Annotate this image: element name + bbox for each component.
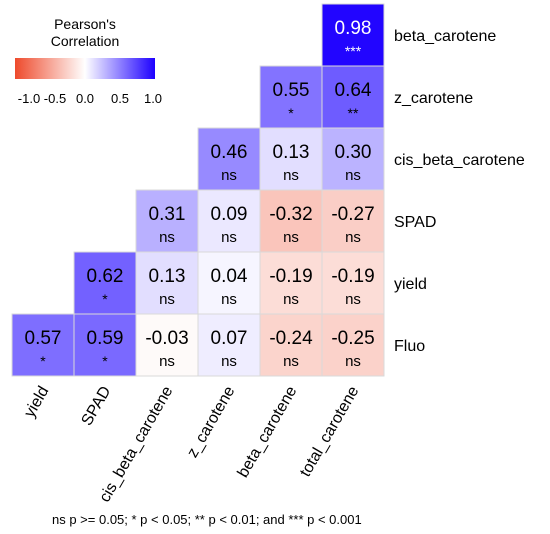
heatmap-cell <box>321 127 385 191</box>
cell-significance-label: ** <box>348 105 359 121</box>
cell-value-label: -0.24 <box>269 328 313 349</box>
cell-significance-label: ns <box>345 167 361 184</box>
cell-significance-label: ns <box>345 353 361 370</box>
cell-significance-label: * <box>288 105 294 121</box>
cell-significance-label: ns <box>283 229 299 246</box>
cell-significance-label: ns <box>159 291 175 308</box>
cell-value-label: 0.98 <box>335 18 372 39</box>
cell-significance-label: ns <box>159 229 175 246</box>
legend-tick-label: -0.5 <box>43 91 67 106</box>
cell-value-label: 0.04 <box>211 266 248 287</box>
cell-significance-label: * <box>102 291 108 307</box>
cell-value-label: 0.55 <box>273 80 310 101</box>
cell-value-label: 0.13 <box>149 266 186 287</box>
cell-value-label: 0.46 <box>211 142 248 163</box>
heatmap-cell <box>197 189 261 253</box>
cell-significance-label: ns <box>283 353 299 370</box>
cell-value-label: -0.25 <box>331 328 374 349</box>
heatmap-cell <box>11 313 75 377</box>
significance-footnote: ns p >= 0.05; * p < 0.05; ** p < 0.01; a… <box>52 512 362 527</box>
legend-title: Pearson's Correlation <box>50 16 120 49</box>
column-tick-label: yield <box>21 384 52 421</box>
heatmap-cell <box>135 189 199 253</box>
legend-tick-label: -1.0 <box>17 91 41 106</box>
cell-value-label: 0.13 <box>273 142 310 163</box>
row-tick-label: cis_beta_carotene <box>394 152 525 169</box>
heatmap-cell <box>135 313 199 377</box>
cell-value-label: 0.62 <box>87 266 124 287</box>
column-tick-label: SPAD <box>79 384 115 429</box>
cell-value-label: -0.27 <box>331 204 374 225</box>
heatmap-cell <box>321 189 385 253</box>
cell-value-label: 0.57 <box>25 328 62 349</box>
cell-value-label: 0.30 <box>335 142 372 163</box>
heatmap-cell <box>259 189 323 253</box>
cell-value-label: 0.09 <box>211 204 248 225</box>
row-tick-label: z_carotene <box>394 90 473 107</box>
cell-value-label: 0.31 <box>149 204 186 225</box>
cell-significance-label: ns <box>221 291 237 308</box>
column-tick-label: beta_carotene <box>235 383 301 480</box>
cell-value-label: -0.32 <box>269 204 312 225</box>
heatmap-cell <box>197 251 261 315</box>
cell-significance-label: ns <box>221 229 237 246</box>
cell-significance-label: * <box>102 353 108 369</box>
heatmap-cell <box>321 251 385 315</box>
heatmap-cell <box>73 313 137 377</box>
cell-value-label: 0.07 <box>211 328 248 349</box>
heatmap-cell <box>259 127 323 191</box>
row-tick-label: Fluo <box>394 338 425 355</box>
heatmap-cell <box>135 251 199 315</box>
cell-value-label: -0.19 <box>331 266 374 287</box>
legend-tick-label: 0.0 <box>75 91 95 106</box>
cell-value-label: -0.03 <box>145 328 188 349</box>
row-tick-label: yield <box>394 276 427 293</box>
cell-significance-label: ns <box>345 229 361 246</box>
cell-value-label: -0.19 <box>269 266 312 287</box>
legend-ticks: -1.0 -0.5 0.0 0.5 1.0 <box>0 91 200 107</box>
legend-tick-label: 1.0 <box>143 91 163 106</box>
cell-significance-label: ns <box>221 353 237 370</box>
cell-value-label: 0.59 <box>87 328 124 349</box>
legend-color-bar <box>15 58 155 79</box>
row-tick-label: SPAD <box>394 214 436 231</box>
cell-value-label: 0.64 <box>335 80 372 101</box>
cell-significance-label: ns <box>159 353 175 370</box>
cell-significance-label: ns <box>283 291 299 308</box>
column-tick-label: z_carotene <box>184 383 238 460</box>
cell-significance-label: ns <box>221 167 237 184</box>
column-tick-label: total_carotene <box>297 383 362 479</box>
heatmap-cell <box>259 313 323 377</box>
cell-significance-label: ns <box>345 291 361 308</box>
row-tick-label: beta_carotene <box>394 28 496 45</box>
legend-tick-label: 0.5 <box>110 91 130 106</box>
heatmap-cell <box>321 313 385 377</box>
cell-significance-label: *** <box>345 43 362 59</box>
cell-significance-label: * <box>40 353 46 369</box>
cell-significance-label: ns <box>283 167 299 184</box>
heatmap-cell <box>259 251 323 315</box>
